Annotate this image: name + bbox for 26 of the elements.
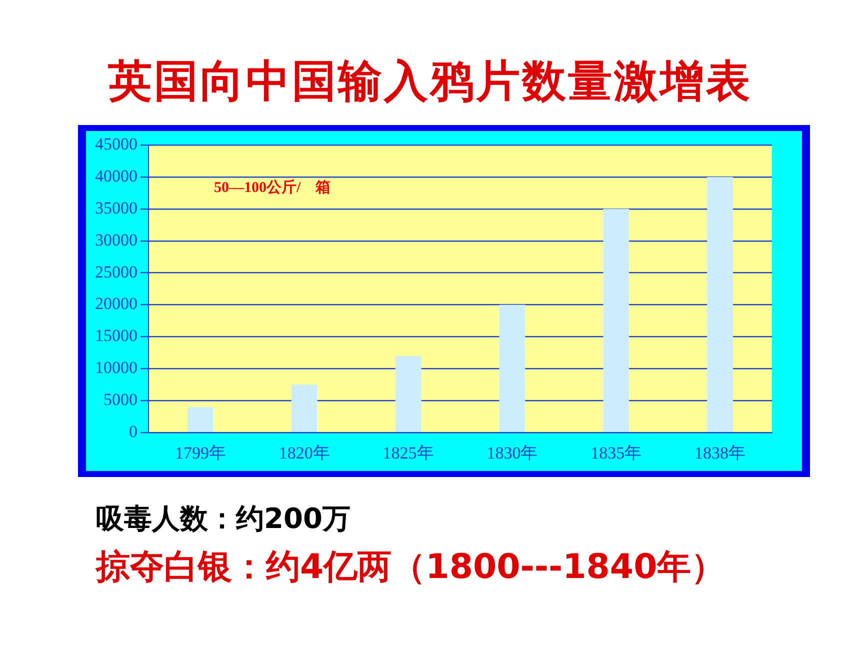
bar bbox=[395, 356, 422, 432]
x-tick-label: 1799年 bbox=[174, 443, 226, 462]
y-tick-label: 40000 bbox=[95, 166, 138, 186]
x-tick-label: 1838年 bbox=[694, 443, 746, 462]
x-tick-label: 1830年 bbox=[486, 443, 538, 462]
x-tick-label: 1835年 bbox=[590, 443, 642, 462]
y-tick-label: 45000 bbox=[95, 134, 138, 154]
bar bbox=[291, 384, 318, 432]
y-tick-label: 30000 bbox=[95, 230, 138, 250]
bar bbox=[707, 176, 734, 432]
y-tick-label: 10000 bbox=[95, 358, 138, 378]
x-tick-label: 1825年 bbox=[382, 443, 434, 462]
text: 吸毒人数：约200万 bbox=[96, 501, 350, 537]
annotation: 50—100公斤/ 箱 bbox=[212, 178, 333, 197]
y-tick-label: 15000 bbox=[95, 326, 138, 346]
y-tick-label: 35000 bbox=[95, 198, 138, 218]
bar bbox=[499, 304, 526, 432]
x-tick-label: 1820年 bbox=[278, 443, 330, 462]
bar bbox=[603, 208, 630, 432]
chart-title: 英国向中国输入鸦片数量激增表 bbox=[107, 55, 753, 109]
bar bbox=[187, 407, 214, 432]
y-tick-label: 5000 bbox=[104, 390, 138, 410]
text: 掠夺白银：约4亿两（1800---1840年） bbox=[96, 546, 726, 589]
y-tick-label: 20000 bbox=[95, 294, 138, 314]
y-tick-label: 25000 bbox=[95, 262, 138, 282]
y-tick-label: 0 bbox=[129, 422, 138, 442]
